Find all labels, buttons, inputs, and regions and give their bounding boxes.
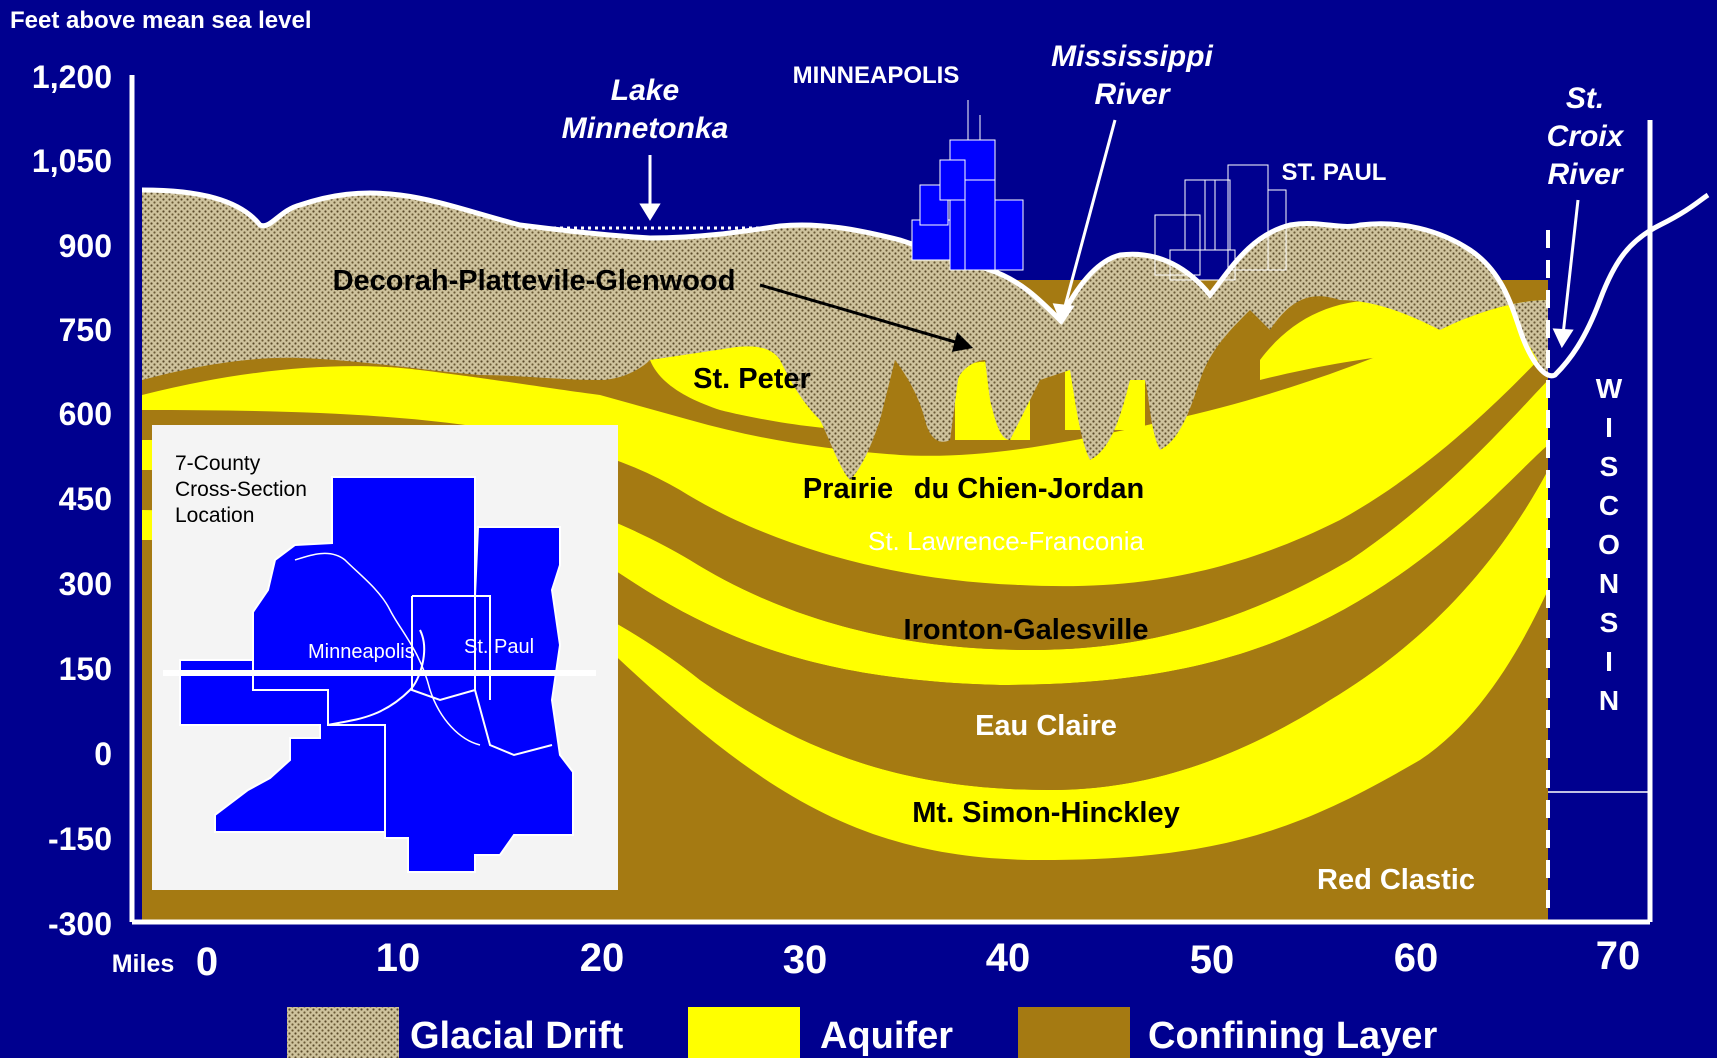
x-tick-label: 20 — [580, 936, 625, 980]
y-axis-title: Feet above mean sea level — [10, 7, 312, 34]
axes — [129, 75, 1653, 925]
wisconsin-letter: I — [1605, 646, 1613, 677]
x-axis: Miles 0 10 20 30 40 50 60 70 — [112, 934, 1641, 984]
label-st-lawrence: St. Lawrence-Franconia — [868, 526, 1145, 556]
lake-label-line2: Minnetonka — [562, 112, 729, 145]
inset-map: 7-County Cross-Section Location Minneapo… — [152, 425, 618, 890]
y-tick-label: 150 — [59, 651, 112, 687]
minneapolis-label: MINNEAPOLIS — [793, 62, 960, 89]
x-tick-label: 0 — [196, 940, 218, 984]
legend-label-aquifer: Aquifer — [820, 1015, 953, 1057]
inset-label-st-paul: St. Paul — [464, 636, 534, 658]
wisconsin-letter: N — [1599, 685, 1619, 716]
y-tick-label: 750 — [59, 312, 112, 348]
decorah-pointer — [759, 283, 974, 352]
lake-arrow-head — [639, 203, 661, 221]
layer-st-lawrence — [142, 350, 1548, 650]
st-croix-label-line3: River — [1547, 158, 1624, 191]
wisconsin-letter: S — [1600, 607, 1619, 638]
label-mt-simon: Mt. Simon-Hinckley — [912, 797, 1180, 829]
x-tick-label: 10 — [376, 936, 421, 980]
legend-label-confining: Confining Layer — [1148, 1015, 1437, 1057]
label-ironton: Ironton-Galesville — [904, 614, 1149, 646]
legend-label-drift: Glacial Drift — [410, 1015, 624, 1057]
x-tick-label: 50 — [1190, 938, 1235, 982]
label-red-clastic: Red Clastic — [1317, 864, 1475, 896]
inset-title-line3: Location — [175, 504, 254, 527]
inset-label-minneapolis: Minneapolis — [308, 641, 415, 663]
x-tick-label: 60 — [1394, 936, 1439, 980]
wisconsin-letter: W — [1596, 373, 1623, 404]
st-croix-arrow-head — [1552, 328, 1574, 349]
y-axis: Feet above mean sea level 1,200 1,050 90… — [10, 7, 312, 942]
st-paul-skyline — [1154, 164, 1287, 281]
wisconsin-letter: N — [1599, 568, 1619, 599]
arrows — [639, 119, 1580, 349]
label-eau-claire: Eau Claire — [975, 710, 1117, 742]
mississippi-arrow — [1062, 119, 1117, 311]
x-tick-label: 30 — [783, 938, 828, 982]
x-tick-label: 40 — [986, 936, 1031, 980]
layer-st-peter-4 — [1260, 300, 1470, 380]
label-prairie-b: du Chien-Jordan — [914, 473, 1144, 505]
layer-glacial-drift — [142, 190, 1548, 480]
label-st-peter: St. Peter — [693, 363, 811, 395]
wisconsin-letter: S — [1600, 451, 1619, 482]
st-croix-arrow — [1561, 199, 1580, 336]
wisconsin-letter: I — [1605, 412, 1613, 443]
landmarks: Lake Minnetonka MINNEAPOLIS Mississippi … — [562, 40, 1625, 191]
y-tick-label: 450 — [59, 481, 112, 517]
wisconsin-letter: C — [1599, 490, 1619, 521]
y-tick-label: 300 — [59, 566, 112, 602]
y-tick-label: 0 — [94, 736, 112, 772]
wisconsin-letter: O — [1598, 529, 1620, 560]
legend-swatch-confining — [1018, 1007, 1130, 1058]
legend-swatch-drift — [287, 1007, 399, 1058]
inset-title-line1: 7-County — [175, 452, 261, 475]
y-tick-label: 1,050 — [32, 143, 112, 179]
river-line — [294, 552, 481, 746]
y-tick-label: 1,200 — [32, 59, 112, 95]
inset-title-line2: Cross-Section — [175, 478, 307, 501]
county-lines — [252, 477, 553, 832]
y-tick-label: -150 — [48, 821, 112, 857]
st-paul-label: ST. PAUL — [1282, 159, 1387, 186]
legend-swatch-aquifer — [688, 1007, 800, 1058]
label-decorah: Decorah-Plattevile-Glenwood — [333, 265, 736, 297]
st-croix-label-line1: St. — [1566, 82, 1604, 115]
y-tick-label: -300 — [48, 906, 112, 942]
x-axis-unit-label: Miles — [112, 950, 175, 978]
x-tick-label: 70 — [1596, 934, 1641, 978]
mississippi-label-line1: Mississippi — [1051, 40, 1213, 73]
lake-label-line1: Lake — [611, 74, 679, 107]
st-croix-label-line2: Croix — [1547, 120, 1625, 153]
label-prairie-a: Prairie — [803, 473, 893, 505]
legend: Glacial Drift Aquifer Confining Layer — [287, 1007, 1437, 1058]
layer-labels: Decorah-Plattevile-Glenwood St. Peter Pr… — [333, 265, 1475, 896]
wisconsin-region — [1548, 378, 1648, 922]
mississippi-label-line2: River — [1094, 78, 1171, 111]
minneapolis-skyline — [911, 100, 1024, 271]
mississippi-arrow-head — [1052, 303, 1075, 326]
y-tick-label: 900 — [59, 228, 112, 264]
y-tick-label: 600 — [59, 396, 112, 432]
wisconsin-label: W I S C O N S I N — [1596, 373, 1623, 716]
